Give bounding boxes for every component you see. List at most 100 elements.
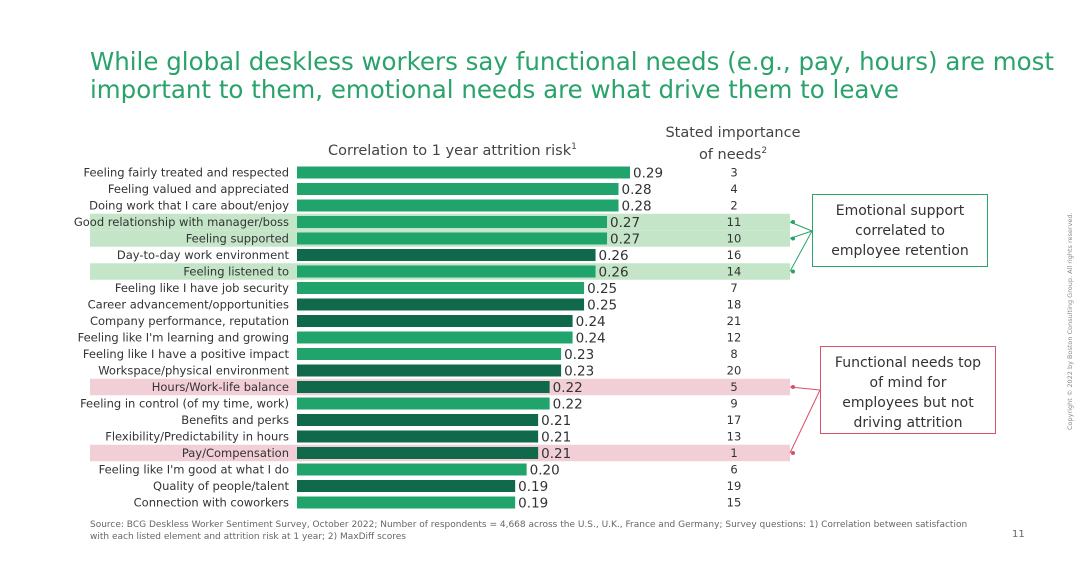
importance-header: Stated importance of needs2: [663, 124, 803, 164]
importance-label: 13: [727, 430, 742, 444]
importance-label: 1: [730, 446, 737, 460]
value-label: 0.28: [622, 182, 652, 198]
connector-dot: [791, 451, 795, 455]
category-label: Quality of people/talent: [153, 479, 289, 493]
value-labels: 0.290.280.280.270.270.260.260.250.250.24…: [518, 166, 663, 512]
value-label: 0.19: [518, 496, 548, 512]
connector-dot: [791, 385, 795, 389]
value-label: 0.23: [564, 364, 594, 380]
bar: [297, 381, 550, 393]
value-label: 0.25: [587, 281, 617, 297]
category-label: Feeling like I'm good at what I do: [99, 463, 289, 477]
callout-connector: [789, 386, 821, 391]
emotional-callout: Emotional support correlated to employee…: [812, 194, 988, 267]
value-label: 0.26: [599, 265, 629, 281]
bar: [297, 232, 608, 245]
importance-label: 9: [730, 397, 737, 411]
callout-connector: [789, 389, 821, 454]
bar: [297, 348, 562, 360]
correlation-header-text: Correlation to 1 year attrition risk: [328, 142, 572, 159]
connector-dot: [791, 220, 795, 224]
value-label: 0.26: [599, 248, 629, 264]
value-label: 0.19: [518, 479, 548, 495]
importance-label: 18: [727, 298, 742, 312]
importance-header-footnote: 2: [761, 146, 768, 156]
category-label: Feeling supported: [186, 232, 289, 246]
copyright-notice: Copyright © 2022 by Boston Consulting Gr…: [1066, 212, 1074, 430]
importance-label: 15: [727, 496, 742, 510]
importance-label: 21: [727, 314, 742, 328]
value-label: 0.27: [610, 232, 640, 248]
category-label: Pay/Compensation: [182, 446, 289, 460]
value-label: 0.22: [553, 397, 583, 413]
bar: [297, 414, 539, 426]
bar: [297, 331, 573, 344]
importance-label: 4: [730, 182, 737, 196]
page-number: 11: [1012, 529, 1025, 540]
title-line-2: important to them, emotional needs are w…: [90, 75, 899, 104]
value-label: 0.23: [564, 347, 594, 363]
importance-label: 3: [730, 166, 737, 180]
bar: [297, 447, 539, 459]
category-label: Workspace/physical environment: [98, 364, 289, 378]
functional-callout-line: of mind for: [869, 375, 947, 391]
value-label: 0.27: [610, 215, 640, 231]
category-label: Company performance, reputation: [90, 314, 289, 328]
bar: [297, 282, 585, 294]
title-line-1: While global deskless workers say functi…: [90, 47, 1054, 76]
category-labels: Feeling fairly treated and respected Feel…: [74, 166, 290, 510]
correlation-header: Correlation to 1 year attrition risk1: [328, 142, 577, 159]
emotional-callout-line: employee retention: [831, 243, 969, 259]
bars: [297, 166, 630, 509]
importance-label: 5: [730, 380, 737, 394]
bar: [297, 216, 608, 228]
category-label: Feeling valued and appreciated: [108, 182, 289, 196]
connector-dot: [791, 236, 795, 241]
category-label: Connection with coworkers: [134, 496, 289, 510]
bar: [297, 496, 516, 509]
functional-callout: Functional needs top of mind for employe…: [820, 346, 996, 434]
emotional-callout-line: Emotional support: [835, 203, 965, 219]
importance-label: 17: [727, 413, 742, 427]
bar: [297, 298, 585, 311]
importance-label: 8: [730, 347, 737, 361]
category-label: Feeling fairly treated and respected: [83, 166, 289, 180]
importance-label: 10: [727, 232, 742, 246]
correlation-header-footnote: 1: [571, 142, 577, 152]
category-label: Day-to-day work environment: [117, 248, 290, 262]
category-label: Doing work that I care about/enjoy: [89, 199, 289, 213]
importance-label: 2: [730, 199, 737, 213]
importance-label: 16: [727, 248, 742, 262]
category-label: Good relationship with manager/boss: [74, 215, 289, 229]
importance-label: 6: [730, 463, 737, 477]
bar: [297, 463, 527, 476]
importance-label: 12: [727, 331, 742, 345]
importance-header-line2: of needs: [698, 146, 762, 163]
value-label: 0.22: [553, 380, 583, 396]
importance-label: 19: [727, 479, 742, 493]
bar: [297, 183, 619, 195]
page-title: While global deskless workers say functi…: [90, 47, 1054, 104]
category-label: Feeling like I have job security: [115, 281, 289, 295]
value-label: 0.29: [633, 166, 663, 182]
value-label: 0.24: [576, 331, 606, 347]
callout-connectors: [789, 220, 821, 455]
functional-callout-line: Functional needs top: [834, 355, 982, 371]
importance-label: 14: [727, 265, 742, 279]
category-label: Flexibility/Predictability in hours: [105, 430, 289, 444]
category-label: Career advancement/opportunities: [88, 298, 289, 312]
value-label: 0.28: [622, 199, 652, 215]
bar: [297, 249, 596, 261]
functional-callout-line: driving attrition: [853, 415, 963, 431]
callout-connector: [789, 230, 813, 272]
category-label: Feeling like I have a positive impact: [83, 347, 290, 361]
connector-dot: [791, 269, 795, 274]
bar: [297, 166, 630, 179]
importance-header-line1: Stated importance: [665, 125, 801, 141]
category-label: Feeling in control (of my time, work): [80, 397, 289, 411]
importance-label: 11: [727, 215, 742, 229]
value-label: 0.21: [541, 446, 571, 462]
importance-label: 20: [727, 364, 742, 378]
